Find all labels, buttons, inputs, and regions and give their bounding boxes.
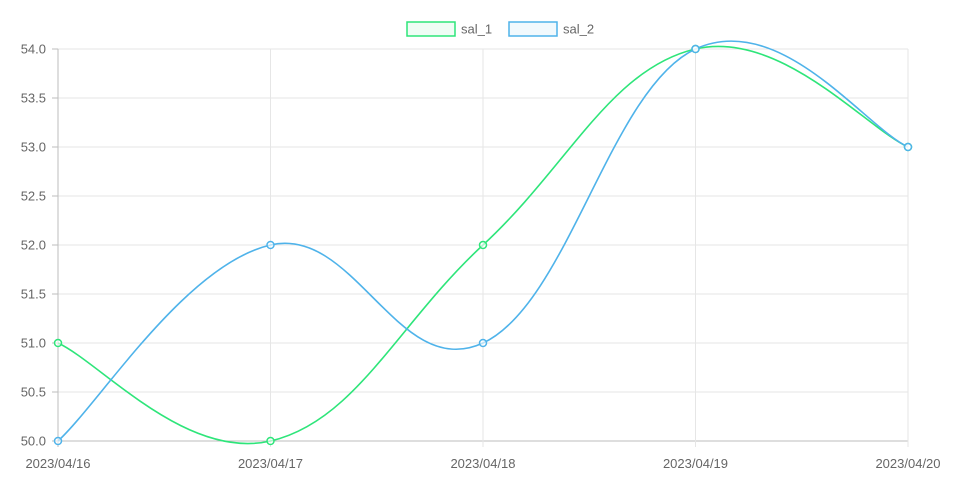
legend-item-sal_2[interactable]: sal_2 — [508, 21, 594, 37]
data-point-sal_2[interactable] — [266, 240, 275, 250]
legend-label: sal_2 — [563, 22, 594, 37]
y-tick-label: 53.0 — [21, 140, 46, 155]
legend-swatch — [508, 21, 558, 37]
y-tick-label: 51.5 — [21, 287, 46, 302]
x-tick-label: 2023/04/19 — [663, 456, 728, 471]
data-points — [53, 44, 913, 446]
y-tick-label: 54.0 — [21, 42, 46, 57]
data-point-sal_2[interactable] — [53, 436, 63, 446]
data-point-sal_2[interactable] — [478, 338, 488, 348]
legend-label: sal_1 — [461, 22, 492, 37]
data-point-sal_1[interactable] — [478, 240, 488, 250]
data-point-sal_2[interactable] — [691, 44, 700, 54]
data-point-sal_2[interactable] — [903, 142, 913, 152]
x-tick-label: 2023/04/18 — [450, 456, 515, 471]
y-tick-label: 50.0 — [21, 434, 46, 449]
legend-item-sal_1[interactable]: sal_1 — [406, 21, 492, 37]
y-tick-label: 52.5 — [21, 189, 46, 204]
x-tick-label: 2023/04/16 — [25, 456, 90, 471]
data-point-sal_1[interactable] — [53, 338, 63, 348]
legend[interactable]: sal_1 sal_2 — [406, 21, 594, 37]
data-point-sal_1[interactable] — [266, 436, 275, 446]
y-tick-label: 52.0 — [21, 238, 46, 253]
x-tick-label: 2023/04/20 — [875, 456, 940, 471]
axes: 50.0 50.5 51.0 51.5 52.0 52.5 53.0 53.5 54.0 2023… — [21, 42, 941, 472]
y-tick-label: 51.0 — [21, 336, 46, 351]
y-tick-label: 53.5 — [21, 91, 46, 106]
x-tick-label: 2023/04/17 — [238, 456, 303, 471]
y-tick-label: 50.5 — [21, 385, 46, 400]
legend-swatch — [406, 21, 456, 37]
